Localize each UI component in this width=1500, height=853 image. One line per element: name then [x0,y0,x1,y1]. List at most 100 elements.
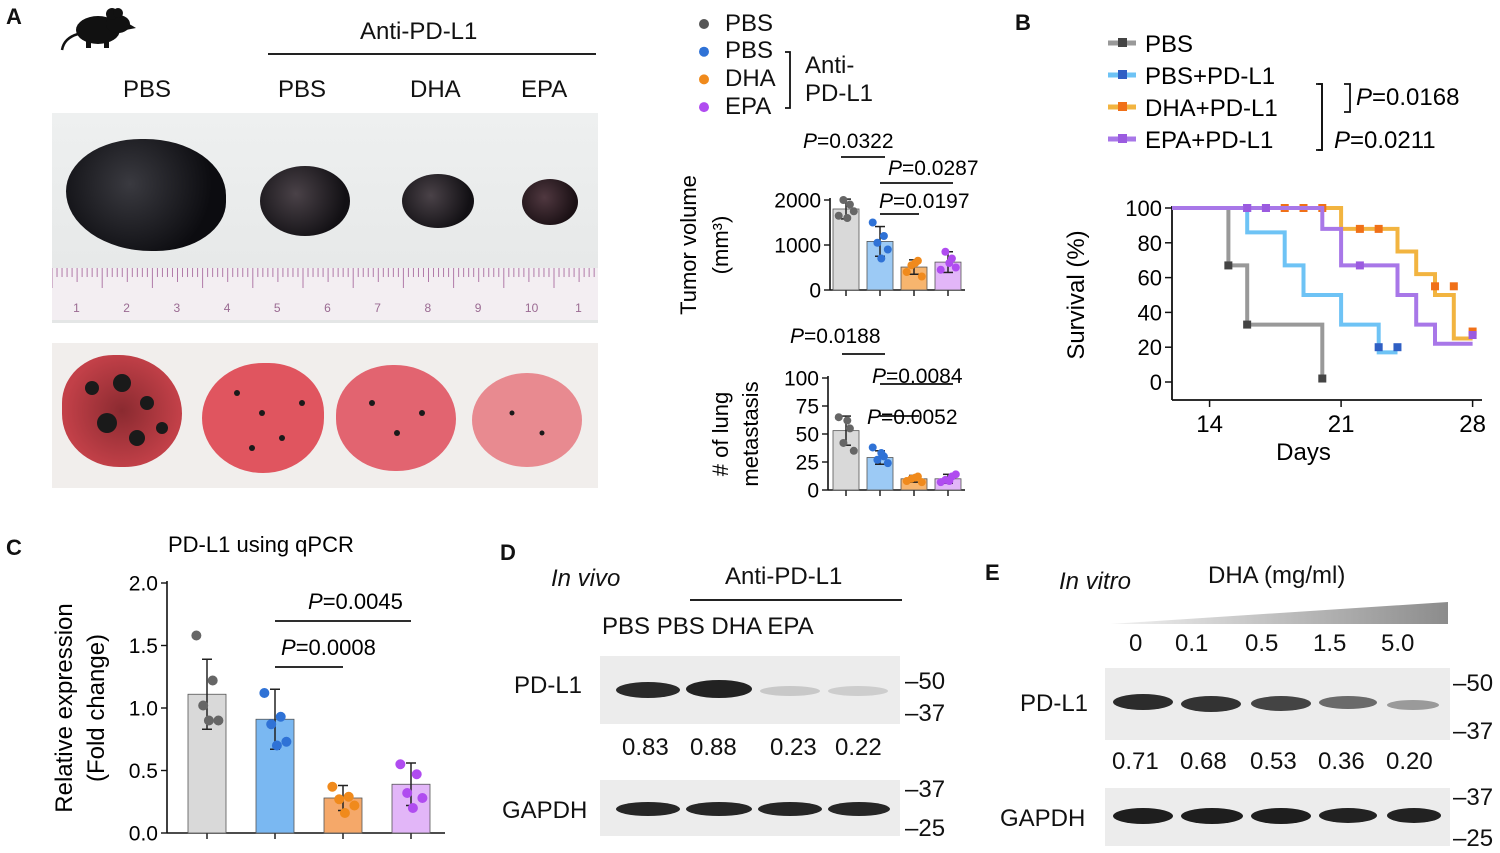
data-point [275,711,286,722]
a-group-label-4: EPA [521,76,568,103]
legend-marker-3 [1118,102,1127,111]
e-quant-2: 0.68 [1180,748,1227,775]
lung-photo [52,343,598,488]
e-band-gapdh-3 [1251,808,1311,824]
data-point [203,715,214,726]
y-tick-label: 100 [784,367,819,390]
y-tick-label: 1.0 [129,697,158,720]
legend-dot-4 [699,102,709,113]
a-group-label-2: PBS [278,76,327,103]
e-band-pdl1-3 [1251,696,1311,711]
y-tick-label: 2000 [774,189,821,212]
x-tick-label: 28 [1459,411,1486,438]
d-quant-3: 0.23 [770,734,817,761]
y-tick-label: 60 [1138,266,1162,291]
panel-letter-e: E [985,560,1000,585]
data-point [839,438,848,447]
d-condition: In vivo [551,565,621,592]
d-treatment-header: Anti-PD-L1 [725,563,843,590]
mouse-icon [60,8,136,51]
tumor-pbs-antipdl1 [260,166,350,236]
chart-lung-metastasis: 0 25 50 75 100 P=0.0188 P=0.0084 P=0.0052 # of l… [708,325,965,500]
ruler-number: 5 [274,301,281,315]
x-axis-label: Days [1276,439,1331,466]
data-point [207,675,218,686]
chart-title: PD-L1 using qPCR [168,532,354,557]
data-point [839,196,848,204]
e-blot-gapdh [1105,788,1450,846]
d-quant-1: 0.83 [622,734,669,761]
e-quant-3: 0.53 [1250,748,1297,775]
censor-mark [1224,261,1233,270]
data-point [945,259,954,267]
e-marker-37b: –37 [1453,784,1494,811]
d-marker-50: –50 [905,668,946,695]
e-quant-4: 0.36 [1318,748,1365,775]
e-protein-gapdh: GAPDH [1000,805,1086,832]
data-point [417,793,428,803]
data-point [917,478,926,487]
data-point [883,459,892,468]
d-marker-37a: –37 [905,700,946,727]
comparison-label-1: P=0.0188 [790,325,881,348]
comparison-label-2: P=0.0045 [308,589,403,614]
a-legend-label-1: PBS [725,10,774,37]
data-point [327,781,338,792]
data-point [917,272,926,281]
y-tick-label: 25 [796,451,819,474]
comparison-label-2: P=0.0287 [888,157,979,180]
censor-mark [1243,204,1252,212]
e-dose-header: DHA (mg/ml) [1208,562,1346,589]
censor-mark [1374,224,1383,233]
bar-1 [832,430,860,491]
censor-mark [1431,282,1440,291]
d-band-pdl1-3 [760,686,820,696]
stat-bracket-spacer [1314,82,1326,152]
legend-marker-4 [1118,134,1127,143]
data-point [868,443,877,452]
e-condition: In vitro [1059,568,1132,595]
a-legend-label-4: EPA [725,93,772,120]
tumor-dha [402,174,474,228]
data-point [911,473,920,482]
e-dose-3: 0.5 [1245,630,1279,657]
comparison-label-1: P=0.0322 [803,130,894,153]
lung-pbs [62,355,182,467]
e-dose-2: 0.1 [1175,630,1209,657]
d-band-pdl1-2 [686,680,752,698]
data-point [945,477,954,486]
y-tick-label: 0.5 [129,760,158,783]
d-lane-labels: PBS PBS DHA EPA [602,613,814,640]
survival-line-4 [1172,206,1473,346]
ruler: 1 2 3 4 5 6 7 8 9 10 1 [52,268,598,320]
y-tick-label: 20 [1138,335,1162,360]
legend-marker-2 [1118,70,1127,79]
data-point [868,218,877,227]
data-point [936,265,945,274]
y-axis-label-2: metastasis [738,381,763,486]
data-point [191,630,202,641]
data-point [198,700,209,711]
y-tick-label: 0 [807,479,819,500]
data-point [873,238,882,247]
y-axis-label: Survival (%) [1063,230,1090,359]
e-dose-1: 0 [1129,630,1143,657]
e-band-pdl1-5 [1387,700,1439,710]
e-band-gapdh-5 [1387,808,1441,823]
e-marker-50: –50 [1453,670,1494,697]
data-point [339,808,350,818]
data-point [877,449,886,458]
censor-mark [1355,261,1364,270]
comparison-label-1: P=0.0008 [281,635,376,660]
data-point [845,200,854,209]
censor-mark [1449,282,1458,291]
y-axis-label-1: # of lung [708,392,733,476]
data-point [411,769,422,780]
y-tick-label: 0 [1150,370,1162,395]
y-axis-label-1: Relative expression [51,603,78,812]
lung-nodules [85,374,545,451]
e-marker-37a: –37 [1453,718,1494,745]
legend-dot-3 [699,74,709,85]
e-band-gapdh-2 [1181,808,1243,824]
tumor-pbs [66,139,226,251]
